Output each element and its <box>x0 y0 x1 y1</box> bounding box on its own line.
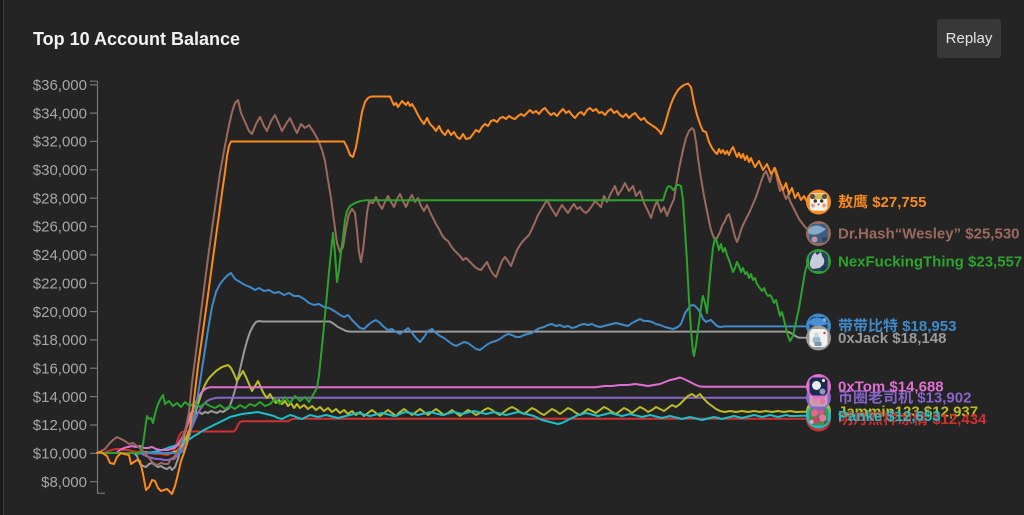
svg-text:$13,902: $13,902 <box>917 390 971 407</box>
svg-text:$28,000: $28,000 <box>33 190 87 207</box>
svg-text:$18,000: $18,000 <box>33 332 87 349</box>
svg-text:$16,000: $16,000 <box>33 360 87 377</box>
svg-text:0xTom $14,688: 0xTom $14,688 <box>838 379 944 396</box>
svg-text:$12,000: $12,000 <box>33 417 87 434</box>
svg-text:$22,000: $22,000 <box>33 275 87 292</box>
svg-text:$20,000: $20,000 <box>33 304 87 321</box>
svg-text:$32,000: $32,000 <box>33 134 87 151</box>
svg-text:$27,755: $27,755 <box>872 194 926 211</box>
svg-text:Dr.Hash“Wesley” $25,530: Dr.Hash“Wesley” $25,530 <box>838 226 1020 243</box>
svg-text:$14,000: $14,000 <box>33 389 87 406</box>
svg-text:0xJack $18,148: 0xJack $18,148 <box>838 330 946 347</box>
svg-text:Panke $12,653: Panke $12,653 <box>838 408 941 425</box>
svg-text:$36,000: $36,000 <box>33 77 87 94</box>
svg-text:$10,000: $10,000 <box>33 446 87 463</box>
svg-text:$24,000: $24,000 <box>33 247 87 264</box>
svg-text:$12,434: $12,434 <box>932 411 987 428</box>
svg-text:$34,000: $34,000 <box>33 105 87 122</box>
svg-text:$30,000: $30,000 <box>33 162 87 179</box>
svg-text:$8,000: $8,000 <box>41 474 87 491</box>
svg-text:NexFuckingThing $23,557: NexFuckingThing $23,557 <box>838 254 1022 271</box>
svg-text:$18,953: $18,953 <box>902 318 956 335</box>
svg-text:$26,000: $26,000 <box>33 219 87 236</box>
